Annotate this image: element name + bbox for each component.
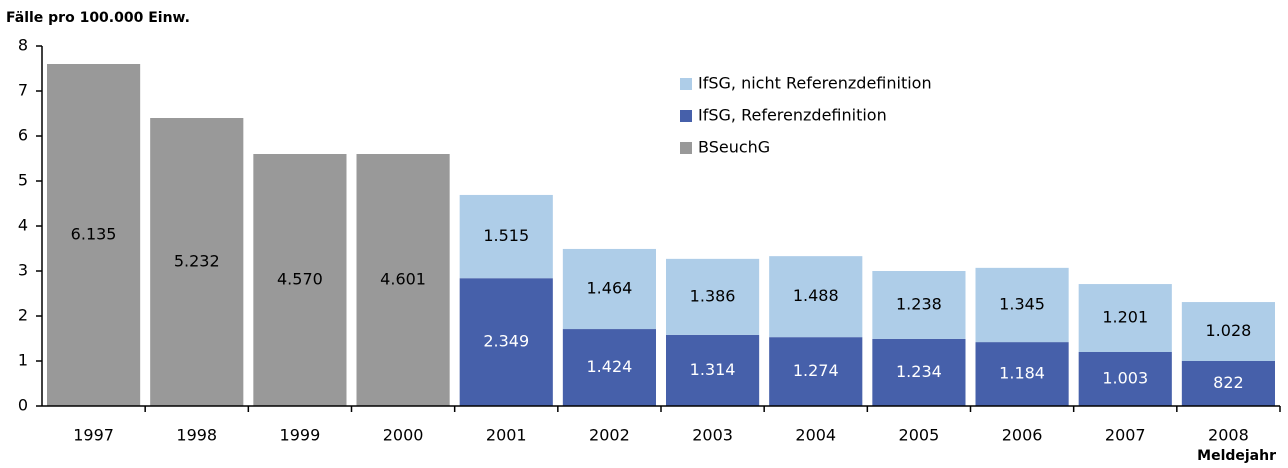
x-tick-label: 1997 <box>73 426 114 445</box>
y-axis-label: Fälle pro 100.000 Einw. <box>6 10 190 26</box>
x-tick-label: 1999 <box>280 426 321 445</box>
bar-label: 4.570 <box>277 270 323 289</box>
bar-label: 1.234 <box>896 362 942 381</box>
bar-label: 1.386 <box>690 286 736 305</box>
bar-label: 2.349 <box>483 332 529 351</box>
bar-segment <box>1078 352 1172 406</box>
legend-swatch <box>680 110 692 122</box>
bar-segment <box>356 154 450 406</box>
bar-segment <box>150 118 244 406</box>
y-tick-label: 3 <box>18 261 28 280</box>
bar-label: 5.232 <box>174 252 220 271</box>
bar-segment <box>975 267 1069 343</box>
x-tick-label: 2007 <box>1105 426 1146 445</box>
x-tick-label: 2002 <box>589 426 630 445</box>
bar-label: 1.238 <box>896 294 942 313</box>
x-tick-label: 2008 <box>1208 426 1249 445</box>
bar-label: 1.201 <box>1102 308 1148 327</box>
bar-label: 4.601 <box>380 270 426 289</box>
bar-segment <box>1078 284 1172 352</box>
bar-label: 1.274 <box>793 361 839 380</box>
legend-label: IfSG, Referenzdefinition <box>698 106 887 125</box>
bar-label: 1.184 <box>999 364 1045 383</box>
y-tick-label: 0 <box>18 396 28 415</box>
y-tick-label: 5 <box>18 171 28 190</box>
bar-segment <box>1181 302 1275 361</box>
bar-segment <box>666 334 760 406</box>
bar-segment <box>1181 361 1275 406</box>
bar-label: 1.028 <box>1206 321 1252 340</box>
bar-segment <box>562 329 656 406</box>
x-tick-label: 1998 <box>176 426 217 445</box>
bar-segment <box>666 258 760 335</box>
bar-label: 1.464 <box>587 279 633 298</box>
bar-label: 1.424 <box>587 357 633 376</box>
bar-segment <box>459 278 553 406</box>
y-tick-label: 2 <box>18 306 28 325</box>
legend-label: IfSG, nicht Referenzdefinition <box>698 74 932 93</box>
y-tick-label: 8 <box>18 36 28 55</box>
y-tick-label: 7 <box>18 81 28 100</box>
bar-label: 822 <box>1213 373 1244 392</box>
legend-label: BSeuchG <box>698 138 770 157</box>
bar-label: 1.314 <box>690 360 736 379</box>
y-tick-label: 4 <box>18 216 28 235</box>
bar-label: 1.488 <box>793 286 839 305</box>
bar-segment <box>975 342 1069 406</box>
bar-label: 1.515 <box>483 226 529 245</box>
bar-segment <box>872 271 966 339</box>
y-tick-label: 6 <box>18 126 28 145</box>
bar-segment <box>769 337 863 406</box>
x-tick-label: 2005 <box>899 426 940 445</box>
x-tick-label: 2004 <box>795 426 836 445</box>
bar-segment <box>253 154 347 406</box>
x-tick-label: 2000 <box>383 426 424 445</box>
legend-swatch <box>680 78 692 90</box>
bar-segment <box>459 194 553 279</box>
bar-segment <box>47 64 141 406</box>
bar-label: 6.135 <box>71 225 117 244</box>
x-axis-label: Meldejahr <box>1197 448 1276 464</box>
bar-segment <box>769 256 863 338</box>
bar-segment <box>562 248 656 330</box>
x-tick-label: 2006 <box>1002 426 1043 445</box>
legend-swatch <box>680 142 692 154</box>
x-tick-label: 2001 <box>486 426 527 445</box>
y-tick-label: 1 <box>18 351 28 370</box>
bar-segment <box>872 338 966 406</box>
bar-label: 1.345 <box>999 294 1045 313</box>
x-tick-label: 2003 <box>692 426 733 445</box>
bar-label: 1.003 <box>1102 369 1148 388</box>
